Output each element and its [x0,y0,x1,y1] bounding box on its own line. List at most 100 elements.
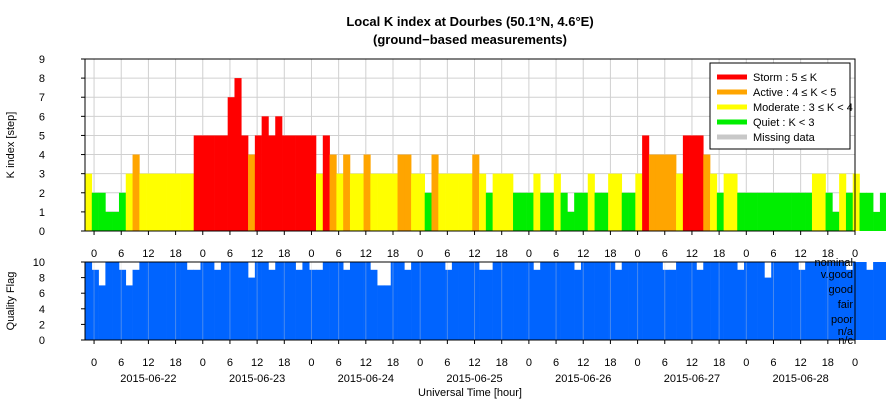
q-hour-label: 0 [417,357,423,369]
k-bar [431,154,439,231]
q-hour-label: 18 [604,357,616,369]
quality-bar [356,262,364,340]
quality-bar [737,269,745,340]
x-axis-label: Universal Time [hour] [418,387,522,399]
k-bar [750,192,758,231]
k-bar [417,173,426,231]
k-hour-label: 0 [200,248,206,260]
q-hour-label: 12 [686,357,698,369]
q-hour-label: 6 [770,357,776,369]
k-bar [118,192,127,231]
quality-bar [750,262,758,340]
k-bar [805,192,813,231]
k-bar [540,192,548,231]
quality-bar [479,269,487,340]
k-bar [152,173,161,231]
k-bar [390,173,398,231]
k-bar [261,116,269,231]
k-bar [614,173,623,231]
k-bar [778,192,786,231]
quality-bar [655,262,663,340]
quality-bar [682,262,690,340]
q-hour-label: 6 [118,357,124,369]
k-bar [574,192,582,231]
k-bar [845,192,854,231]
k-bar [349,173,358,231]
quality-bar [635,262,643,340]
quality-bar [723,262,731,340]
k-y-tick-label: 5 [39,130,45,142]
quality-bar [220,262,228,340]
quality-flag-label: good [829,284,853,296]
quality-bar [567,262,575,340]
date-label: 2015-06-28 [773,373,829,385]
k-hour-label: 6 [662,248,668,260]
k-bar [601,192,609,231]
quality-bar [214,269,222,340]
quality-bar [621,262,629,340]
quality-bar [424,262,432,340]
quality-bar [798,269,806,340]
quality-bar [200,262,208,340]
k-y-tick-label: 4 [39,150,45,162]
quality-bar [445,269,453,340]
quality-bar [472,262,480,340]
q-hour-label: 6 [553,357,559,369]
legend-label: Moderate : 3 ≤ K < 4 [753,102,853,114]
q-hour-label: 18 [496,357,508,369]
q-hour-label: 12 [468,357,480,369]
k-bar [397,154,405,231]
quality-bar [710,262,718,340]
q-hour-label: 12 [251,357,263,369]
k-bar [451,173,459,231]
quality-bar [105,262,113,340]
quality-bar [438,262,446,340]
quality-bar [173,262,181,340]
k-y-tick-label: 2 [39,188,45,200]
k-bar [411,173,419,231]
quality-bar [866,269,874,340]
k-bar [248,154,256,231]
k-hour-label: 18 [496,248,508,260]
quality-bar [628,262,636,340]
k-bar [479,173,487,231]
q-hour-label: 6 [444,357,450,369]
k-bar [282,135,290,231]
k-bar [506,173,514,231]
quality-bar [349,262,358,340]
q-hour-label: 0 [91,357,97,369]
quality-bar [805,262,813,340]
quality-bar [852,262,860,340]
quality-bar [547,262,555,340]
quality-bar [322,262,330,340]
k-hour-label: 6 [227,248,233,260]
quality-flag-label: fair [838,299,854,311]
k-bar [234,78,242,231]
legend: Storm : 5 ≤ K Active : 4 ≤ K < 5 Moderate … [709,62,853,150]
k-bar [112,211,120,231]
k-hour-label: 6 [336,248,342,260]
k-bar [879,192,886,231]
quality-bar [451,262,459,340]
k-bar [757,192,765,231]
k-bar [513,192,521,231]
k-bar [146,173,154,231]
k-bar [309,135,317,231]
k-bar [316,173,324,231]
k-bar [825,192,833,231]
quality-bar [268,269,276,340]
k-bar [662,154,670,231]
quality-bar [730,262,738,340]
quality-bar [594,262,602,340]
k-bar [343,154,351,231]
quality-bar [608,262,616,340]
k-bar [730,173,738,231]
date-label: 2015-06-27 [664,373,720,385]
k-bar [336,173,344,231]
quality-bar [411,262,419,340]
quality-bar [614,269,623,340]
k-bar [710,173,718,231]
k-bar [241,135,249,231]
quality-bar [574,269,582,340]
k-hour-label: 0 [852,248,858,260]
